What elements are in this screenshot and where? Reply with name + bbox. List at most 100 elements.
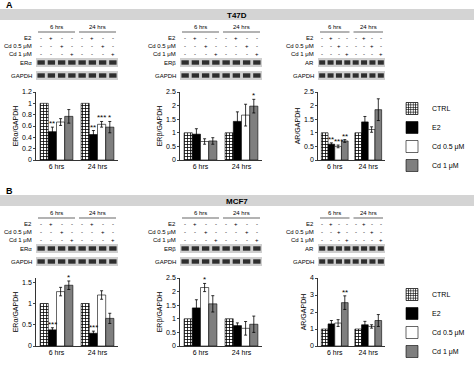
svg-text:*: *: [252, 91, 255, 100]
svg-text:CTRL: CTRL: [432, 291, 450, 298]
svg-text:-: -: [225, 35, 227, 41]
svg-text:6 hrs: 6 hrs: [194, 210, 207, 216]
svg-text:0.6: 0.6: [22, 122, 32, 129]
svg-text:Cd 1 μM: Cd 1 μM: [432, 348, 459, 356]
svg-text:-: -: [40, 35, 42, 41]
svg-text:GAPDH: GAPDH: [155, 259, 176, 265]
svg-text:-: -: [321, 221, 323, 227]
svg-text:-: -: [338, 35, 340, 41]
svg-text:+: +: [49, 35, 53, 41]
svg-text:6 hrs: 6 hrs: [193, 349, 209, 356]
svg-text:-: -: [246, 35, 248, 41]
svg-text:1: 1: [310, 129, 314, 136]
svg-text:-: -: [71, 35, 73, 41]
svg-text:24 hrs: 24 hrs: [232, 163, 252, 170]
svg-text:Cd 0.5 μM: Cd 0.5 μM: [4, 43, 32, 49]
svg-text:*: *: [67, 273, 70, 282]
svg-text:-: -: [40, 43, 42, 49]
svg-text:-: -: [215, 221, 217, 227]
svg-text:-: -: [371, 35, 373, 41]
svg-text:-: -: [363, 51, 365, 57]
svg-text:0: 0: [310, 342, 314, 349]
svg-text:+: +: [329, 221, 333, 227]
svg-text:+: +: [193, 221, 197, 227]
svg-text:1.5: 1.5: [166, 302, 176, 309]
svg-text:+: +: [345, 51, 349, 57]
svg-text:0: 0: [172, 342, 176, 349]
svg-text:-: -: [380, 43, 382, 49]
svg-text:**: **: [342, 288, 348, 297]
svg-text:4: 4: [310, 274, 314, 281]
svg-text:-: -: [256, 43, 258, 49]
svg-text:-: -: [225, 43, 227, 49]
svg-text:+: +: [234, 221, 238, 227]
svg-text:1: 1: [28, 300, 32, 307]
svg-text:-: -: [81, 237, 83, 243]
svg-text:-: -: [321, 35, 323, 41]
svg-text:-: -: [321, 51, 323, 57]
svg-text:-: -: [71, 229, 73, 235]
svg-text:***: ***: [89, 323, 98, 332]
svg-text:-: -: [61, 35, 63, 41]
svg-text:6 hrs: 6 hrs: [50, 210, 63, 216]
svg-text:6 hrs: 6 hrs: [49, 163, 65, 170]
svg-text:-: -: [40, 229, 42, 235]
svg-text:-: -: [235, 43, 237, 49]
svg-text:-: -: [363, 237, 365, 243]
svg-text:-: -: [184, 237, 186, 243]
svg-text:0.5: 0.5: [166, 143, 176, 150]
svg-text:-: -: [40, 51, 42, 57]
svg-text:-: -: [256, 221, 258, 227]
svg-text:-: -: [338, 51, 340, 57]
svg-text:6 hrs: 6 hrs: [49, 349, 65, 356]
svg-text:Cd 1 μM: Cd 1 μM: [9, 51, 32, 57]
svg-text:6 hrs: 6 hrs: [193, 163, 209, 170]
svg-text:-: -: [225, 229, 227, 235]
svg-text:+: +: [90, 35, 94, 41]
svg-text:2: 2: [310, 308, 314, 315]
svg-text:-: -: [71, 221, 73, 227]
svg-text:+: +: [255, 51, 259, 57]
svg-text:-: -: [355, 229, 357, 235]
svg-text:+: +: [345, 237, 349, 243]
svg-text:1: 1: [172, 129, 176, 136]
svg-text:0.4: 0.4: [22, 134, 32, 141]
svg-text:-: -: [40, 237, 42, 243]
svg-text:1.2: 1.2: [22, 88, 32, 95]
svg-text:-: -: [61, 237, 63, 243]
svg-text:B: B: [6, 186, 13, 196]
svg-text:-: -: [205, 51, 207, 57]
svg-text:-: -: [330, 43, 332, 49]
svg-text:-: -: [225, 51, 227, 57]
svg-text:6 hrs: 6 hrs: [328, 24, 341, 30]
svg-text:-: -: [371, 51, 373, 57]
svg-text:-: -: [205, 35, 207, 41]
svg-text:6 hrs: 6 hrs: [327, 163, 343, 170]
svg-text:-: -: [225, 221, 227, 227]
svg-text:-: -: [225, 237, 227, 243]
svg-text:0: 0: [28, 156, 32, 163]
svg-text:*: *: [108, 113, 111, 122]
svg-text:E2: E2: [432, 124, 441, 131]
svg-text:-: -: [215, 35, 217, 41]
svg-text:+: +: [362, 221, 366, 227]
svg-text:E2: E2: [24, 221, 32, 227]
svg-text:-: -: [355, 237, 357, 243]
svg-text:CTRL: CTRL: [432, 105, 450, 112]
svg-text:-: -: [50, 229, 52, 235]
svg-text:+: +: [193, 35, 197, 41]
svg-text:**: **: [328, 135, 334, 144]
svg-text:-: -: [184, 51, 186, 57]
svg-text:-: -: [355, 43, 357, 49]
svg-text:Cd 0.5 μM: Cd 0.5 μM: [432, 329, 465, 337]
svg-text:Cd 1 μM: Cd 1 μM: [153, 237, 176, 243]
svg-text:-: -: [91, 51, 93, 57]
svg-text:0.5: 0.5: [22, 321, 32, 328]
svg-text:GAPDH: GAPDH: [293, 73, 314, 79]
svg-text:-: -: [71, 43, 73, 49]
svg-text:3: 3: [310, 291, 314, 298]
svg-text:-: -: [246, 237, 248, 243]
svg-text:-: -: [235, 229, 237, 235]
svg-text:24 hrs: 24 hrs: [88, 349, 108, 356]
svg-text:E2: E2: [168, 221, 176, 227]
